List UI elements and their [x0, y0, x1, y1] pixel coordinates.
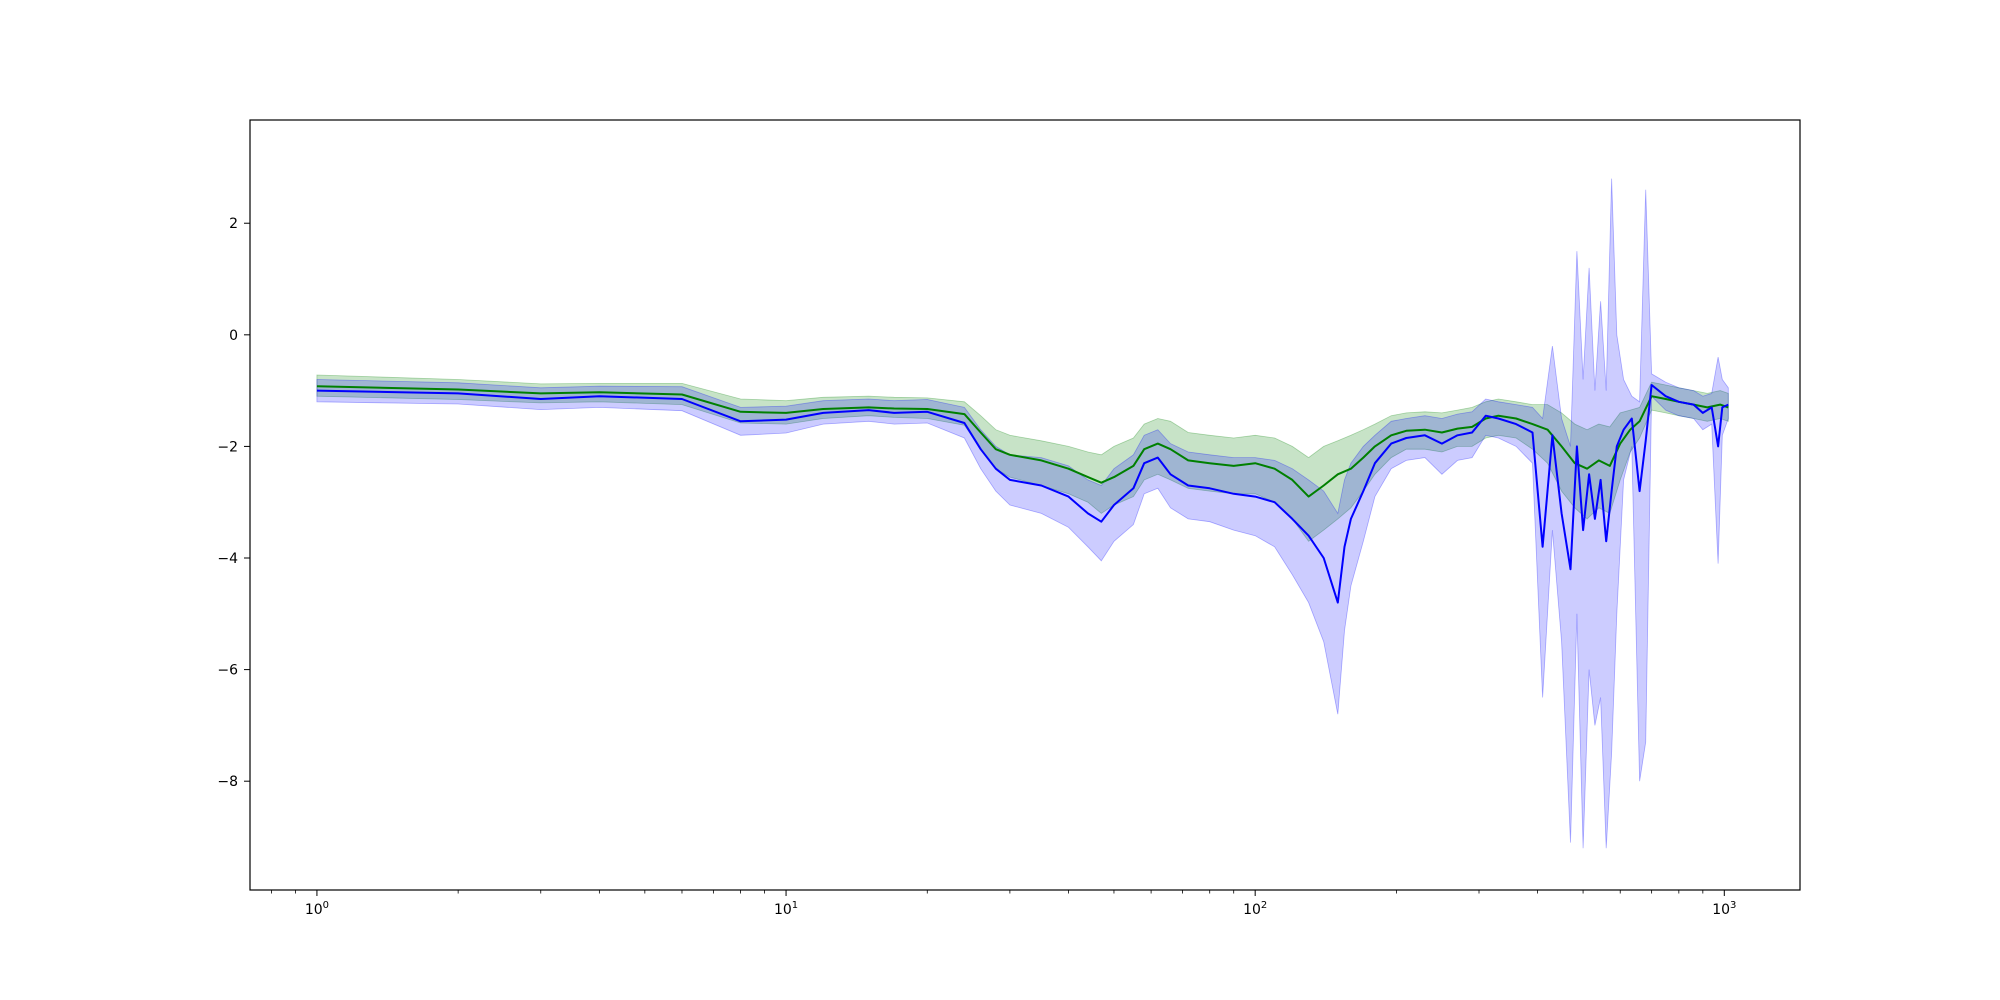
y-tick-label: −6 — [217, 663, 238, 679]
y-tick-label: −4 — [217, 551, 238, 567]
y-tick-label: 2 — [229, 216, 238, 232]
x-axis: 100 101 102 103 — [271, 890, 1736, 918]
x-tick-label: 103 — [1712, 900, 1736, 918]
plot-area-frame — [249, 119, 1801, 891]
y-tick-label: −8 — [217, 774, 238, 790]
y-tick-label: −2 — [217, 439, 238, 455]
y-axis: 2 0 −2 −4 −6 −8 — [217, 216, 250, 790]
x-tick-label: 101 — [774, 900, 798, 918]
confidence-bands — [316, 178, 1729, 849]
x-tick-label: 100 — [305, 900, 329, 918]
series-lines — [316, 384, 1729, 604]
x-tick-label: 102 — [1243, 900, 1267, 918]
series-1-band — [316, 374, 1729, 542]
y-tick-label: 0 — [229, 328, 238, 344]
series-2-band — [316, 178, 1729, 849]
series-2-line — [316, 384, 1729, 604]
series-1-line — [316, 385, 1729, 498]
